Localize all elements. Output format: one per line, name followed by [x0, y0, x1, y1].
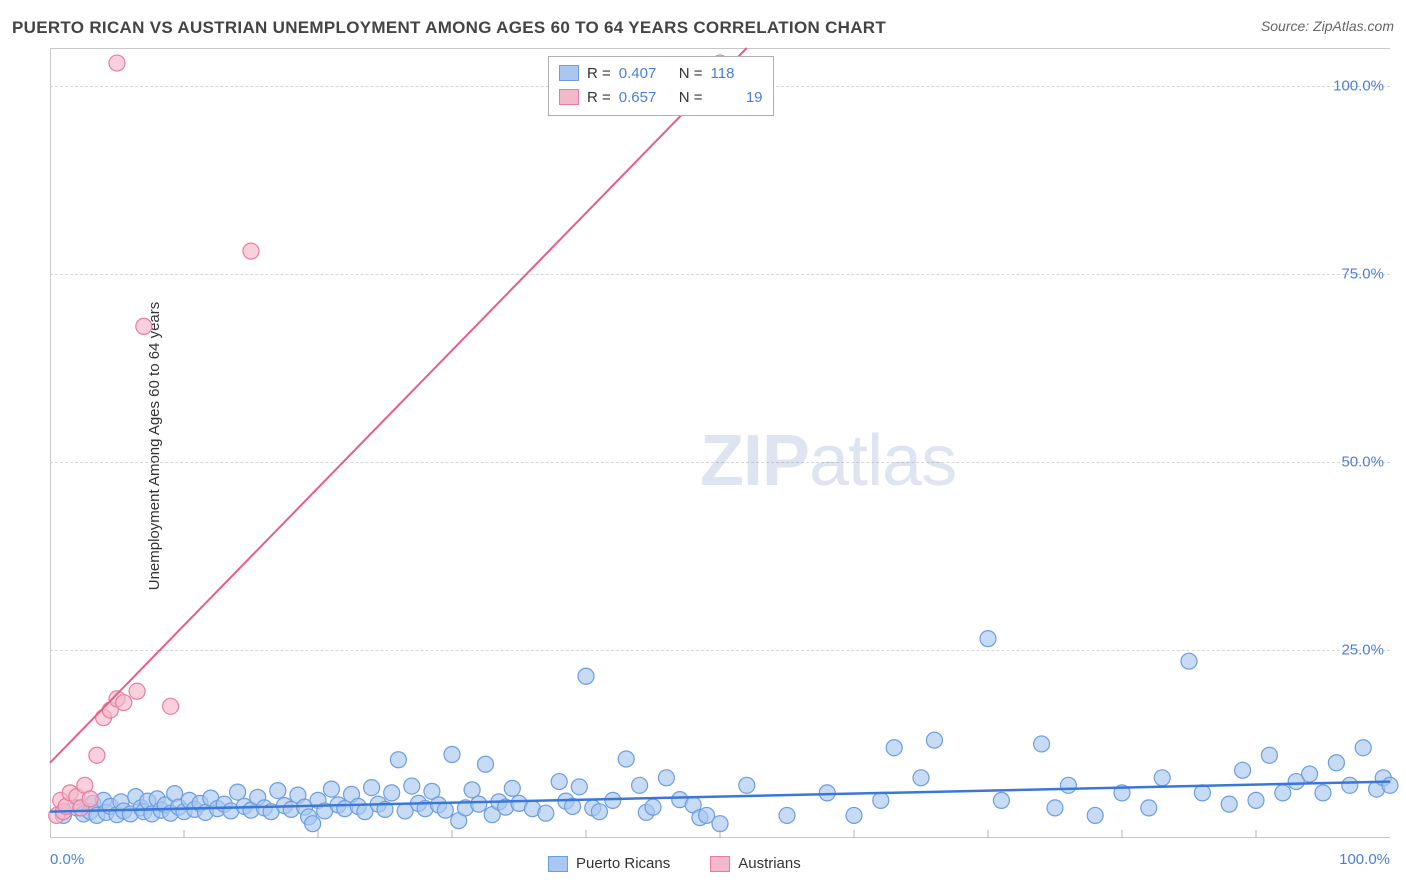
series-a-swatch-icon	[559, 65, 579, 81]
scatter-point	[305, 816, 321, 832]
r-label-a: R =	[587, 65, 611, 82]
scatter-point	[993, 792, 1009, 808]
scatter-point	[571, 779, 587, 795]
scatter-point	[551, 774, 567, 790]
scatter-point	[591, 804, 607, 820]
scatter-point	[846, 807, 862, 823]
n-label-b: N =	[679, 89, 703, 106]
scatter-point	[980, 631, 996, 647]
source-name: ZipAtlas.com	[1313, 18, 1394, 34]
scatter-point	[1181, 653, 1197, 669]
scatter-point	[1355, 740, 1371, 756]
series-b-swatch-icon	[710, 856, 730, 872]
scatter-point	[1154, 770, 1170, 786]
scatter-point	[739, 777, 755, 793]
correlation-row-a: R = 0.407 N = 118	[559, 61, 763, 85]
r-value-b: 0.657	[619, 89, 671, 106]
scatter-point	[1194, 785, 1210, 801]
scatter-point	[390, 752, 406, 768]
scatter-point	[1382, 777, 1398, 793]
scatter-point	[712, 816, 728, 832]
scatter-point	[1141, 800, 1157, 816]
scatter-point	[1302, 766, 1318, 782]
scatter-point	[913, 770, 929, 786]
scatter-point	[243, 243, 259, 259]
scatter-point	[230, 784, 246, 800]
scatter-point	[323, 781, 339, 797]
scatter-point	[1047, 800, 1063, 816]
scatter-point	[504, 780, 520, 796]
scatter-point	[1261, 747, 1277, 763]
source-attribution: Source: ZipAtlas.com	[1261, 18, 1394, 34]
scatter-point	[1275, 785, 1291, 801]
series-b-swatch-icon	[559, 89, 579, 105]
legend-label-a: Puerto Ricans	[576, 855, 670, 872]
correlation-legend: R = 0.407 N = 118 R = 0.657 N = 19	[548, 56, 774, 116]
scatter-point	[886, 740, 902, 756]
scatter-point	[1221, 796, 1237, 812]
chart-title: PUERTO RICAN VS AUSTRIAN UNEMPLOYMENT AM…	[12, 18, 886, 37]
scatter-point	[129, 683, 145, 699]
scatter-point	[82, 791, 98, 807]
scatter-point	[444, 746, 460, 762]
legend-item-a: Puerto Ricans	[548, 855, 670, 872]
chart-svg	[50, 48, 1390, 838]
scatter-point	[618, 751, 634, 767]
scatter-point	[270, 783, 286, 799]
scatter-point	[632, 777, 648, 793]
n-label-a: N =	[679, 65, 703, 82]
scatter-point	[1235, 762, 1251, 778]
scatter-point	[437, 802, 453, 818]
r-label-b: R =	[587, 89, 611, 106]
scatter-point	[1060, 777, 1076, 793]
scatter-point	[645, 799, 661, 815]
r-value-a: 0.407	[619, 65, 671, 82]
scatter-point	[1248, 792, 1264, 808]
scatter-point	[1315, 785, 1331, 801]
legend-item-b: Austrians	[710, 855, 801, 872]
scatter-point	[163, 698, 179, 714]
trend-line	[50, 48, 747, 763]
scatter-point	[109, 55, 125, 71]
scatter-point	[1342, 777, 1358, 793]
source-prefix: Source:	[1261, 18, 1313, 34]
scatter-point	[384, 785, 400, 801]
x-tick-right: 100.0%	[1339, 851, 1390, 868]
series-legend: Puerto Ricans Austrians	[548, 855, 801, 872]
scatter-point	[364, 780, 380, 796]
correlation-row-b: R = 0.657 N = 19	[559, 85, 763, 109]
scatter-point	[578, 668, 594, 684]
x-tick-left: 0.0%	[50, 851, 84, 868]
scatter-point	[404, 778, 420, 794]
scatter-point	[658, 770, 674, 786]
series-a-swatch-icon	[548, 856, 568, 872]
legend-label-b: Austrians	[738, 855, 801, 872]
header: PUERTO RICAN VS AUSTRIAN UNEMPLOYMENT AM…	[12, 18, 1394, 46]
scatter-point	[116, 695, 132, 711]
scatter-point	[1034, 736, 1050, 752]
scatter-point	[89, 747, 105, 763]
n-value-b: 19	[711, 89, 763, 106]
scatter-point	[464, 782, 480, 798]
scatter-point	[926, 732, 942, 748]
scatter-point	[136, 318, 152, 334]
scatter-point	[1328, 755, 1344, 771]
scatter-point	[1087, 807, 1103, 823]
scatter-point	[538, 805, 554, 821]
scatter-point	[873, 792, 889, 808]
scatter-point	[478, 756, 494, 772]
scatter-point	[779, 807, 795, 823]
n-value-a: 118	[711, 65, 763, 82]
scatter-point	[471, 796, 487, 812]
